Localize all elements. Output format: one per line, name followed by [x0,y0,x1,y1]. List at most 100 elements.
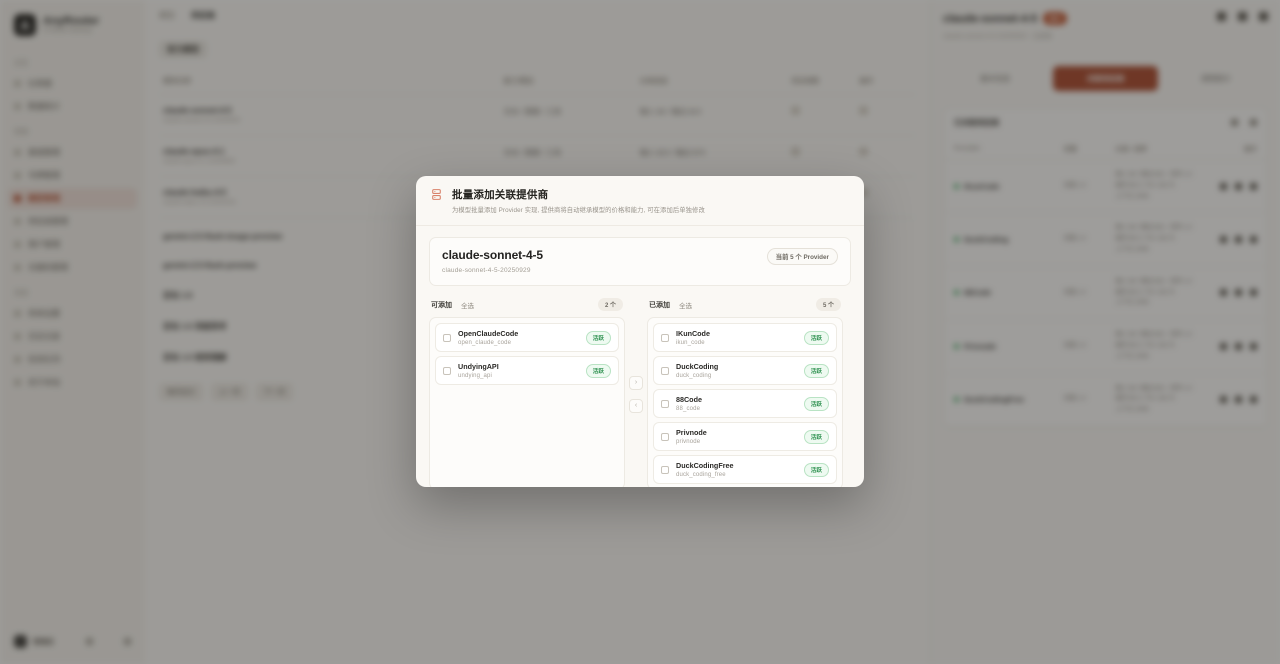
item-checkbox[interactable] [661,399,669,408]
move-left-button[interactable]: ‹ [629,398,643,413]
detail-subtitle: claude-sonnet-4-5-20250929 · 已启用 [943,33,1052,40]
redeem-icon [14,264,21,271]
item-checkbox[interactable] [443,366,451,375]
edit-icon[interactable] [1220,289,1227,297]
delete-icon[interactable] [1250,396,1257,404]
edit-icon[interactable] [1220,342,1227,350]
sync-icon[interactable] [1235,342,1242,350]
add-icon[interactable] [1231,119,1238,126]
item-checkbox[interactable] [661,465,669,474]
dialog-title: 批量添加关联提供商 [452,189,549,201]
status-badge: 活跃 [803,396,829,411]
status-badge: 官方 [1043,12,1068,25]
tab-linked-providers[interactable]: 关联供应商 [1053,66,1158,91]
delete-icon[interactable] [1250,236,1257,244]
delete-icon[interactable] [1250,182,1257,190]
sidebar-item-queue[interactable]: 任务队列 [8,349,137,370]
sidebar-item-models[interactable]: 模型管理 [8,188,137,209]
price-line: 缓存 $0.3 / 写入 $3.75 [1115,289,1175,296]
table-row[interactable]: claude-sonnet-4-5 claude-sonnet-4-5-20250… [159,94,916,136]
price-line: 缓存 $0.3 / 写入 $3.75 [1115,182,1175,189]
sidebar-item-settings[interactable]: 系统设置 [8,303,137,324]
item-checkbox[interactable] [661,432,669,441]
added-list[interactable]: IKunCode ikun_code 活跃 DuckCoding duck_co… [647,317,843,487]
list-item[interactable]: UndyingAPI undying_api 活跃 [435,356,619,385]
list-item[interactable]: OpenClaudeCode open_claude_code 活跃 [435,323,619,352]
available-column: 可添加 全选 2 个 OpenClaudeCode open_claude_co… [429,298,625,487]
sidebar-item-redeem[interactable]: 兑换码管理 [8,257,137,278]
model-icon [14,195,21,202]
transfer-buttons: › ‹ [625,298,647,487]
list-item[interactable]: Privnode privnode 活跃 [653,422,837,451]
sidebar-item-about[interactable]: 关于本站 [8,372,137,393]
price-line: 缓存 $0.3 / 写入 $3.75 [1115,396,1175,403]
list-item[interactable]: IKunCode ikun_code 活跃 [653,323,837,352]
copy-icon[interactable] [1217,12,1226,21]
row-action-icon[interactable] [859,106,869,115]
list-item[interactable]: DuckCoding duck_coding 活跃 [653,356,837,385]
item-checkbox[interactable] [443,333,451,342]
sidebar-item-label: 关于本站 [28,378,60,387]
added-column: 已添加 全选 5 个 IKunCode ikun_code 活跃 [647,298,843,487]
detail-tabs: 基本信息 关联供应商 调用统计 [943,66,1268,91]
model-price: 输入 $3 / 输出 $15 [635,94,788,136]
list-item[interactable]: DuckCodingFree duck_coding_free 活跃 [653,455,837,484]
table-row[interactable]: Privnode 权重 1.0 输入 $3 / 输出 $15 · 倍率 1.0 缓… [944,319,1267,374]
sync-icon[interactable] [1235,182,1242,190]
logout-icon[interactable] [124,638,131,645]
tab-models[interactable]: 模型 [159,11,175,20]
delete-icon[interactable] [1250,289,1257,297]
tab-providers[interactable]: 供应商 [191,11,215,20]
avatar [14,635,27,648]
close-icon[interactable] [1259,12,1268,21]
sidebar-item-logs[interactable]: 日志记录 [8,326,137,347]
edit-icon[interactable] [1220,236,1227,244]
next-page-button[interactable]: 下一页 [256,383,293,401]
status-dot-icon [954,343,959,349]
sidebar-item-stats[interactable]: 数据统计 [8,96,137,117]
row-action-icon[interactable] [859,147,869,156]
page-size-select[interactable]: 每页显示 [159,383,203,401]
sync-icon[interactable] [1235,236,1242,244]
move-right-button[interactable]: › [629,375,643,390]
available-list[interactable]: OpenClaudeCode open_claude_code 活跃 Undyi… [429,317,625,487]
table-row[interactable]: DuckCoding 权重 1.0 输入 $3 / 输出 $15 · 倍率 1.… [944,212,1267,267]
pagination: 每页显示 上一页 下一页 [159,383,916,401]
tab-call-stats[interactable]: 调用统计 [1200,74,1231,83]
delete-icon[interactable] [1250,342,1257,350]
sync-icon[interactable] [1235,396,1242,404]
table-row[interactable]: DuckCodingFree 权重 1.0 输入 $3 / 输出 $15 · 倍… [944,373,1267,427]
sidebar-item-tokens[interactable]: 令牌管理 [8,165,137,186]
sidebar-item-providers[interactable]: 供应商管理 [8,211,137,232]
item-checkbox[interactable] [661,333,669,342]
section-chip: 官方模型 [159,41,207,58]
available-select-all[interactable]: 全选 [461,302,474,310]
dialog-description: 为模型批量添加 Provider 实现, 提供商将自动继承模型的价格和能力, 可… [452,207,705,214]
item-checkbox[interactable] [661,366,669,375]
transfer-control: 可添加 全选 2 个 OpenClaudeCode open_claude_co… [429,298,851,487]
table-row[interactable]: 88Code 权重 1.0 输入 $3 / 输出 $15 · 倍率 1.0 缓存 … [944,266,1267,321]
sidebar-item-users[interactable]: 用户管理 [8,234,137,255]
added-select-all[interactable]: 全选 [679,302,692,310]
price-line: 上下文 200K [1115,353,1150,360]
batch-add-providers-dialog: 批量添加关联提供商 为模型批量添加 Provider 实现, 提供商将自动继承模… [416,176,864,487]
status-dot-icon [954,290,959,296]
edit-icon[interactable] [1220,396,1227,404]
sidebar-item-dashboard[interactable]: 仪表盘 [8,73,137,94]
list-item[interactable]: 88Code 88_code 活跃 [653,389,837,418]
table-row[interactable]: IKunCode 权重 1.0 输入 $3 / 输出 $15 · 倍率 1.0 缓… [944,159,1267,214]
refresh-icon[interactable] [1250,119,1257,126]
brand-name: AnyRouter [43,15,100,28]
sidebar-item-label: 仪表盘 [28,79,52,88]
sidebar-footer[interactable]: 管理员 [8,629,137,654]
sidebar-item-channels[interactable]: 渠道管理 [8,142,137,163]
prev-page-button[interactable]: 上一页 [211,383,248,401]
sync-icon[interactable] [1235,289,1242,297]
settings-icon[interactable] [1238,12,1247,21]
status-badge: 活跃 [803,429,829,444]
edit-icon[interactable] [1220,182,1227,190]
bell-icon[interactable] [85,638,93,645]
tab-basic-info[interactable]: 基本信息 [980,74,1011,83]
model-name: claude-sonnet-4-5 [442,248,543,262]
chart-icon [14,103,21,110]
